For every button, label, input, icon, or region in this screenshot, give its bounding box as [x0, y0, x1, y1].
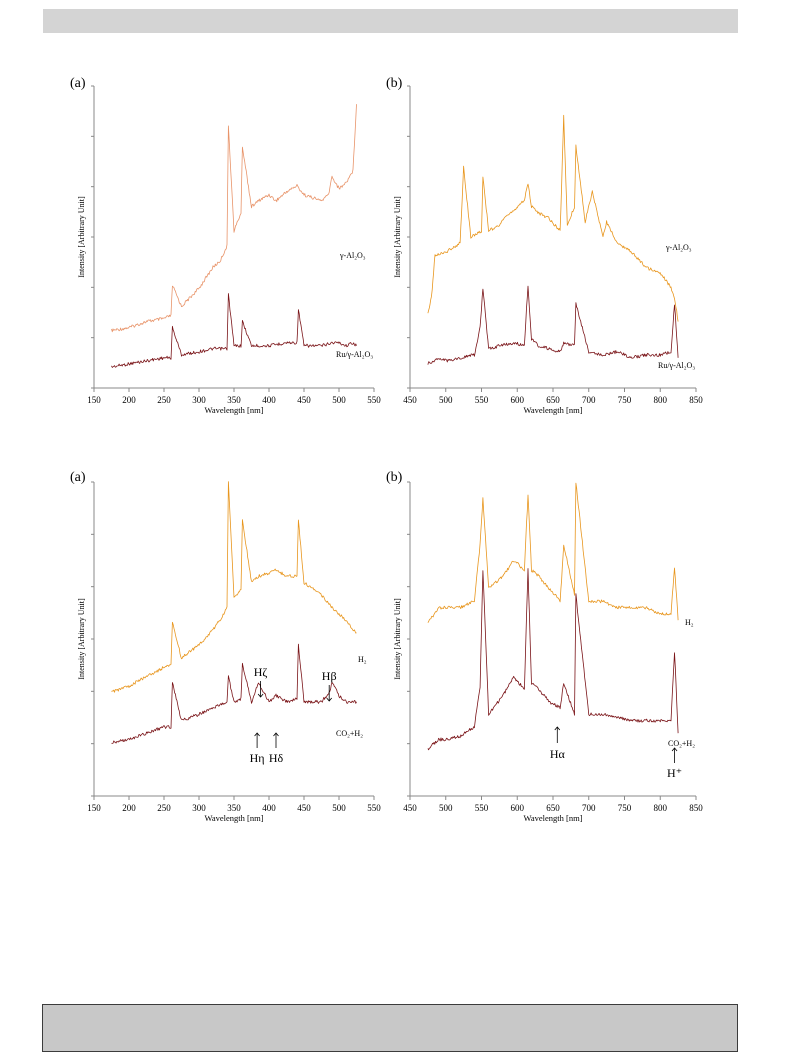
x-axis-label: Wavelength [nm] — [523, 405, 582, 415]
x-tick-label: 800 — [654, 395, 668, 405]
x-tick-label: 150 — [87, 395, 101, 405]
series-label: Ru/γ-Al₂O₃ — [658, 361, 695, 370]
x-tick-label: 350 — [227, 395, 241, 405]
series-label: H₂ — [685, 618, 694, 627]
x-tick-label: 800 — [654, 803, 668, 813]
series-line — [427, 568, 679, 751]
x-tick-label: 550 — [367, 395, 381, 405]
series-label: γ-Al₂O₃ — [665, 243, 692, 252]
x-tick-label: 750 — [618, 395, 632, 405]
fig2a-plot: 150 200 250 300 350 400 450 500 550 Wavelength [n… — [77, 481, 381, 823]
annotation-label: Hη — [250, 751, 265, 765]
x-tick-label: 500 — [332, 395, 346, 405]
y-axis-label: Intensity [Arbitrary Unit] — [77, 196, 86, 278]
x-tick-label: 250 — [157, 803, 171, 813]
y-axis-label: Intensity [Arbitrary Unit] — [393, 196, 402, 278]
annotation-label: Hβ — [322, 669, 337, 683]
annotation-label: Hδ — [269, 751, 284, 765]
header-bar — [43, 9, 738, 33]
series-line — [427, 114, 679, 322]
x-tick-label: 600 — [511, 395, 525, 405]
x-tick-label: 750 — [618, 803, 632, 813]
x-tick-label: 400 — [262, 395, 276, 405]
x-axis-label: Wavelength [nm] — [204, 405, 263, 415]
x-tick-label: 350 — [227, 803, 241, 813]
x-tick-label: 650 — [546, 803, 560, 813]
x-tick-label: 700 — [582, 395, 596, 405]
annotation-label: H⁺ — [667, 766, 682, 780]
x-axis-label: Wavelength [nm] — [204, 813, 263, 823]
y-axis-label: Intensity [Arbitrary Unit] — [77, 598, 86, 680]
x-tick-label: 500 — [439, 395, 453, 405]
fig2b-panel-label: (b) — [386, 470, 403, 485]
series-label: γ-Al₂O₃ — [339, 251, 366, 260]
x-tick-label: 450 — [297, 395, 311, 405]
x-tick-label: 850 — [689, 803, 703, 813]
annotation-label: Hα — [550, 747, 566, 761]
x-tick-label: 500 — [332, 803, 346, 813]
annotation-label: Hζ — [254, 665, 268, 679]
annotation-arrow-head — [273, 732, 279, 737]
series-label: CO₂+H₂ — [336, 729, 363, 738]
x-tick-label: 700 — [582, 803, 596, 813]
x-tick-label: 200 — [122, 803, 136, 813]
footer-box — [42, 1004, 738, 1052]
annotation-arrow-head — [326, 697, 333, 702]
x-tick-label: 650 — [546, 395, 560, 405]
x-tick-label: 850 — [689, 395, 703, 405]
series-line — [427, 285, 679, 365]
fig1b-plot: 450 500 550 600 650 700 750 800 850 Wavelength [n… — [393, 85, 703, 415]
x-tick-label: 150 — [87, 803, 101, 813]
x-tick-label: 600 — [511, 803, 525, 813]
x-tick-label: 450 — [297, 803, 311, 813]
x-tick-label: 250 — [157, 395, 171, 405]
x-axis-label: Wavelength [nm] — [523, 813, 582, 823]
series-line — [111, 293, 357, 368]
series-line — [111, 643, 357, 744]
annotation-arrow-head — [554, 726, 561, 731]
series-line — [111, 104, 357, 333]
x-tick-label: 200 — [122, 395, 136, 405]
fig1a-panel-label: (a) — [70, 76, 86, 91]
x-tick-label: 400 — [262, 803, 276, 813]
x-tick-label: 300 — [192, 803, 206, 813]
annotation-arrow-head — [254, 732, 260, 737]
series-label: H₂ — [358, 655, 367, 664]
x-tick-label: 550 — [367, 803, 381, 813]
x-tick-label: 550 — [475, 803, 489, 813]
series-label: CO₂+H₂ — [668, 739, 695, 748]
fig1b-panel-label: (b) — [386, 76, 403, 91]
fig2b-plot: 450 500 550 600 650 700 750 800 850 Wavelength [n… — [393, 481, 703, 823]
annotation-arrow-head — [671, 747, 678, 752]
x-tick-label: 300 — [192, 395, 206, 405]
fig2a-panel-label: (a) — [70, 470, 86, 485]
x-tick-label: 450 — [403, 803, 417, 813]
fig1a-plot: 150 200 250 300 350 400 450 500 550 Wavelength [n… — [77, 85, 381, 415]
x-tick-label: 550 — [475, 395, 489, 405]
series-label: Ru/γ-Al₂O₃ — [336, 350, 373, 359]
series-line — [111, 481, 357, 693]
x-tick-label: 450 — [403, 395, 417, 405]
y-axis-label: Intensity [Arbitrary Unit] — [393, 598, 402, 680]
annotation-arrow-head — [257, 693, 264, 698]
series-line — [427, 482, 679, 623]
x-tick-label: 500 — [439, 803, 453, 813]
